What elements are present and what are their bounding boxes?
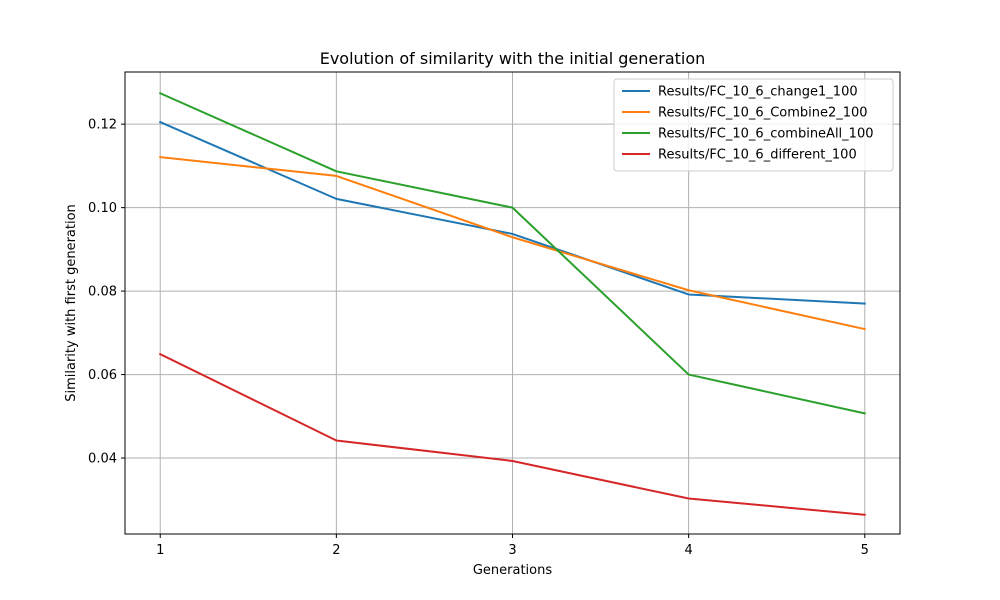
y-tick-label: 0.10 (88, 201, 117, 216)
y-tick-label: 0.08 (88, 285, 117, 300)
series-line-1 (158, 120, 866, 305)
series-line-2 (159, 156, 866, 331)
legend-box (613, 78, 894, 172)
y-tick-label: 0.04 (88, 452, 117, 467)
series-line-3 (158, 91, 866, 415)
x-tick-label: 5 (861, 543, 869, 558)
x-tick-label: 2 (332, 543, 340, 558)
chart-title: Evolution of similarity with the initial… (320, 49, 706, 68)
x-tick-label: 1 (156, 543, 164, 558)
legend-label: Results/FC_10_6_change1_100 (658, 85, 858, 100)
series-lines (158, 91, 866, 516)
legend-label: Results/FC_10_6_combineAll_100 (658, 127, 873, 142)
series-line-4 (158, 352, 866, 516)
x-axis-title: Generations (473, 563, 553, 578)
axes: 1 2 3 4 5 0.04 0.06 0.08 0.10 0.12 (88, 118, 869, 558)
legend-label: Results/FC_10_6_Combine2_100 (658, 106, 868, 121)
legend-label: Results/FC_10_6_different_100 (658, 148, 857, 163)
x-tick-label: 3 (508, 543, 516, 558)
x-tick-label: 4 (684, 543, 692, 558)
y-axis-title: Similarity with first generation (64, 204, 79, 402)
legend: Results/FC_10_6_change1_100 Results/FC_10… (613, 78, 894, 172)
y-tick-label: 0.06 (88, 368, 117, 383)
y-tick-label: 0.12 (88, 118, 117, 133)
